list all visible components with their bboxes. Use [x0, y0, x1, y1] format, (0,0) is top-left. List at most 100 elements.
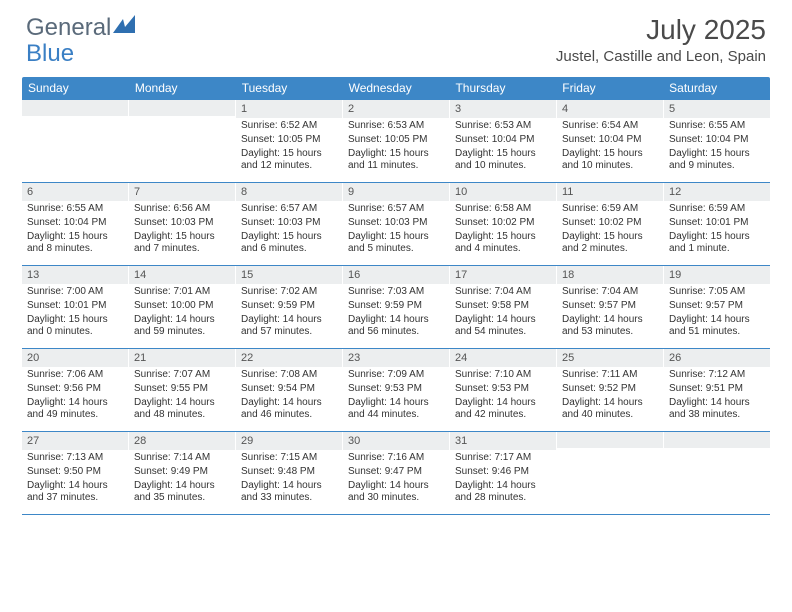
day-data: Sunrise: 7:15 AMSunset: 9:48 PMDaylight:…	[236, 450, 342, 510]
day-data: Sunrise: 7:10 AMSunset: 9:53 PMDaylight:…	[450, 367, 556, 427]
sunrise-text: Sunrise: 6:57 AM	[348, 203, 444, 216]
sunrise-text: Sunrise: 6:55 AM	[669, 120, 765, 133]
day-cell: 16Sunrise: 7:03 AMSunset: 9:59 PMDayligh…	[343, 266, 450, 348]
sunset-text: Sunset: 9:57 PM	[669, 300, 765, 313]
day-data: Sunrise: 6:57 AMSunset: 10:03 PMDaylight…	[236, 201, 342, 261]
day-cell: 3Sunrise: 6:53 AMSunset: 10:04 PMDayligh…	[450, 100, 557, 182]
sunset-text: Sunset: 9:49 PM	[134, 466, 230, 479]
day-cell: 23Sunrise: 7:09 AMSunset: 9:53 PMDayligh…	[343, 349, 450, 431]
day-cell: 22Sunrise: 7:08 AMSunset: 9:54 PMDayligh…	[236, 349, 343, 431]
location-text: Justel, Castille and Leon, Spain	[556, 48, 766, 65]
week-row: 27Sunrise: 7:13 AMSunset: 9:50 PMDayligh…	[22, 431, 770, 514]
daylight-text: Daylight: 15 hours and 8 minutes.	[27, 231, 123, 257]
sunset-text: Sunset: 10:04 PM	[455, 134, 551, 147]
day-number: 3	[450, 100, 556, 118]
day-number: 15	[236, 266, 342, 284]
weekday-header-row: SundayMondayTuesdayWednesdayThursdayFrid…	[22, 77, 770, 99]
day-number: 1	[236, 100, 342, 118]
day-number: 9	[343, 183, 449, 201]
day-data: Sunrise: 6:59 AMSunset: 10:01 PMDaylight…	[664, 201, 770, 261]
daylight-text: Daylight: 14 hours and 54 minutes.	[455, 314, 551, 340]
sunrise-text: Sunrise: 7:05 AM	[669, 286, 765, 299]
sunrise-text: Sunrise: 6:54 AM	[562, 120, 658, 133]
day-data: Sunrise: 6:58 AMSunset: 10:02 PMDaylight…	[450, 201, 556, 261]
sunrise-text: Sunrise: 7:03 AM	[348, 286, 444, 299]
daylight-text: Daylight: 14 hours and 38 minutes.	[669, 397, 765, 423]
day-data: Sunrise: 7:06 AMSunset: 9:56 PMDaylight:…	[22, 367, 128, 427]
day-cell: 17Sunrise: 7:04 AMSunset: 9:58 PMDayligh…	[450, 266, 557, 348]
sunset-text: Sunset: 10:02 PM	[562, 217, 658, 230]
week-row: 6Sunrise: 6:55 AMSunset: 10:04 PMDayligh…	[22, 182, 770, 265]
day-number: 26	[664, 349, 770, 367]
day-data: Sunrise: 7:01 AMSunset: 10:00 PMDaylight…	[129, 284, 235, 344]
day-cell: 30Sunrise: 7:16 AMSunset: 9:47 PMDayligh…	[343, 432, 450, 514]
day-number	[22, 100, 128, 116]
daylight-text: Daylight: 14 hours and 49 minutes.	[27, 397, 123, 423]
sunrise-text: Sunrise: 6:59 AM	[669, 203, 765, 216]
day-number: 2	[343, 100, 449, 118]
sunset-text: Sunset: 9:53 PM	[348, 383, 444, 396]
day-cell	[22, 100, 129, 182]
day-number: 20	[22, 349, 128, 367]
sunset-text: Sunset: 9:59 PM	[348, 300, 444, 313]
day-number: 29	[236, 432, 342, 450]
logo-text-2: Blue	[26, 40, 74, 68]
day-number: 22	[236, 349, 342, 367]
daylight-text: Daylight: 15 hours and 2 minutes.	[562, 231, 658, 257]
sunset-text: Sunset: 10:00 PM	[134, 300, 230, 313]
day-number: 5	[664, 100, 770, 118]
day-number: 25	[557, 349, 663, 367]
sunset-text: Sunset: 10:02 PM	[455, 217, 551, 230]
sunrise-text: Sunrise: 7:00 AM	[27, 286, 123, 299]
day-cell: 18Sunrise: 7:04 AMSunset: 9:57 PMDayligh…	[557, 266, 664, 348]
daylight-text: Daylight: 14 hours and 56 minutes.	[348, 314, 444, 340]
daylight-text: Daylight: 15 hours and 7 minutes.	[134, 231, 230, 257]
sunset-text: Sunset: 10:04 PM	[27, 217, 123, 230]
day-number: 28	[129, 432, 235, 450]
day-number	[557, 432, 663, 448]
logo-text-1: General	[26, 14, 111, 42]
day-cell: 7Sunrise: 6:56 AMSunset: 10:03 PMDayligh…	[129, 183, 236, 265]
sunset-text: Sunset: 9:47 PM	[348, 466, 444, 479]
day-cell: 11Sunrise: 6:59 AMSunset: 10:02 PMDaylig…	[557, 183, 664, 265]
day-data: Sunrise: 6:59 AMSunset: 10:02 PMDaylight…	[557, 201, 663, 261]
day-data: Sunrise: 6:57 AMSunset: 10:03 PMDaylight…	[343, 201, 449, 261]
day-data: Sunrise: 7:05 AMSunset: 9:57 PMDaylight:…	[664, 284, 770, 344]
daylight-text: Daylight: 14 hours and 46 minutes.	[241, 397, 337, 423]
day-number: 6	[22, 183, 128, 201]
sunrise-text: Sunrise: 7:17 AM	[455, 452, 551, 465]
day-cell: 8Sunrise: 6:57 AMSunset: 10:03 PMDayligh…	[236, 183, 343, 265]
daylight-text: Daylight: 14 hours and 33 minutes.	[241, 480, 337, 506]
daylight-text: Daylight: 14 hours and 51 minutes.	[669, 314, 765, 340]
sunset-text: Sunset: 9:53 PM	[455, 383, 551, 396]
day-number: 18	[557, 266, 663, 284]
day-cell: 27Sunrise: 7:13 AMSunset: 9:50 PMDayligh…	[22, 432, 129, 514]
daylight-text: Daylight: 15 hours and 6 minutes.	[241, 231, 337, 257]
daylight-text: Daylight: 14 hours and 48 minutes.	[134, 397, 230, 423]
daylight-text: Daylight: 15 hours and 10 minutes.	[562, 148, 658, 174]
sunrise-text: Sunrise: 6:57 AM	[241, 203, 337, 216]
sunrise-text: Sunrise: 7:11 AM	[562, 369, 658, 382]
day-number: 14	[129, 266, 235, 284]
daylight-text: Daylight: 14 hours and 53 minutes.	[562, 314, 658, 340]
week-row: 13Sunrise: 7:00 AMSunset: 10:01 PMDaylig…	[22, 265, 770, 348]
day-number: 10	[450, 183, 556, 201]
weekday-header: Thursday	[449, 77, 556, 99]
daylight-text: Daylight: 14 hours and 30 minutes.	[348, 480, 444, 506]
daylight-text: Daylight: 15 hours and 4 minutes.	[455, 231, 551, 257]
day-number: 13	[22, 266, 128, 284]
sunset-text: Sunset: 9:59 PM	[241, 300, 337, 313]
sunset-text: Sunset: 9:58 PM	[455, 300, 551, 313]
weekday-header: Monday	[129, 77, 236, 99]
day-data: Sunrise: 7:02 AMSunset: 9:59 PMDaylight:…	[236, 284, 342, 344]
sunset-text: Sunset: 9:52 PM	[562, 383, 658, 396]
sunrise-text: Sunrise: 7:01 AM	[134, 286, 230, 299]
day-number: 11	[557, 183, 663, 201]
day-number: 21	[129, 349, 235, 367]
day-cell: 29Sunrise: 7:15 AMSunset: 9:48 PMDayligh…	[236, 432, 343, 514]
sunrise-text: Sunrise: 7:02 AM	[241, 286, 337, 299]
daylight-text: Daylight: 15 hours and 1 minute.	[669, 231, 765, 257]
day-cell: 1Sunrise: 6:52 AMSunset: 10:05 PMDayligh…	[236, 100, 343, 182]
day-data: Sunrise: 6:54 AMSunset: 10:04 PMDaylight…	[557, 118, 663, 178]
sunrise-text: Sunrise: 7:07 AM	[134, 369, 230, 382]
